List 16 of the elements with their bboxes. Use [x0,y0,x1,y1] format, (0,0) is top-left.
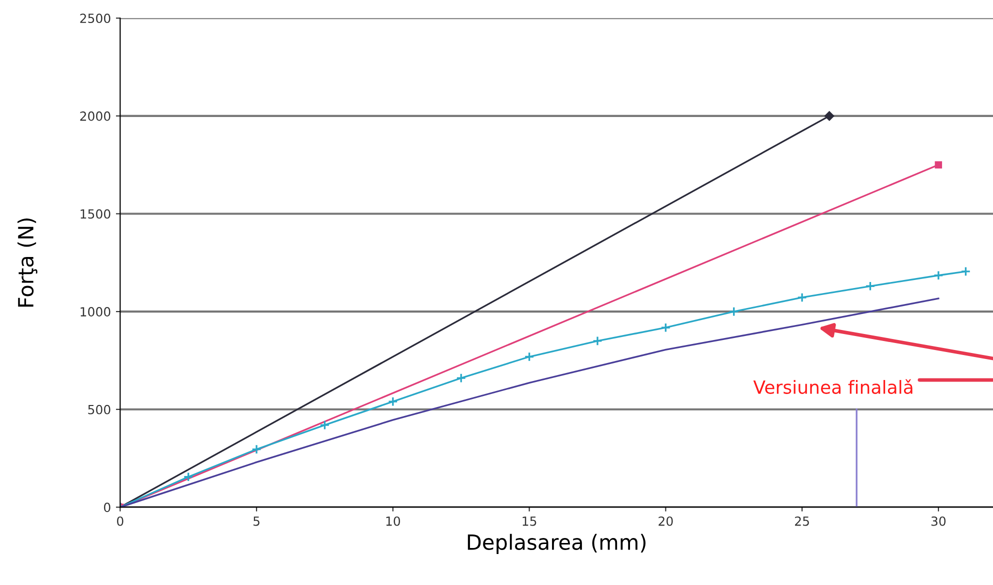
x-tick-label: 30 [931,516,946,526]
y-tick-label: 2000 [80,111,110,121]
x-tick-label: 20 [658,516,673,526]
y-tick-label: 0 [104,502,110,512]
annotation: Versiunea finalalǎ [753,379,912,394]
x-tick-label: 5 [254,516,260,526]
x-tick-label: 25 [795,516,809,526]
x-axis-title: Deplasarea (mm) [468,534,646,554]
y-tick-label: 2500 [80,14,110,24]
y-axis-title: Forţa (N) [18,218,38,307]
y-tick-label: 500 [88,404,110,414]
x-tick-label: 15 [522,516,536,526]
x-tick-label: 10 [386,516,400,526]
y-tick-label: 1000 [80,307,110,316]
x-tick-label: 0 [117,516,124,526]
y-tick-label: 1500 [80,209,110,219]
